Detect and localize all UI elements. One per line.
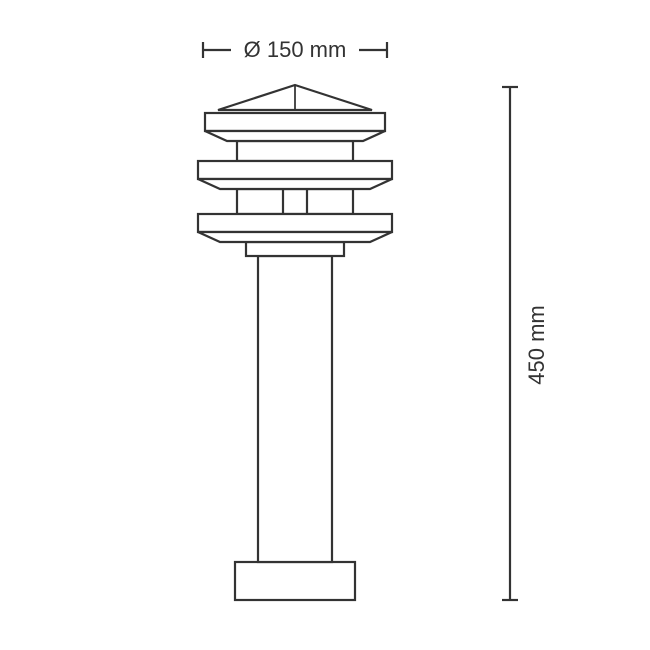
lamp-louver-1-lip — [205, 131, 385, 141]
lamp-post — [258, 256, 332, 562]
lamp-glass-lower — [237, 189, 353, 214]
height-dimension-label: 450 mm — [524, 305, 549, 384]
lamp-glass-upper — [237, 141, 353, 161]
lamp-louver-2-slab — [198, 161, 392, 179]
width-dimension-label: Ø 150 mm — [244, 37, 347, 62]
lamp-louver-3-lip — [198, 232, 392, 242]
lamp-louver-3-slab — [198, 214, 392, 232]
lamp-louver-2-lip — [198, 179, 392, 189]
lamp-louver-1-slab — [205, 113, 385, 131]
lamp-base — [235, 562, 355, 600]
lamp-collar — [246, 242, 344, 256]
